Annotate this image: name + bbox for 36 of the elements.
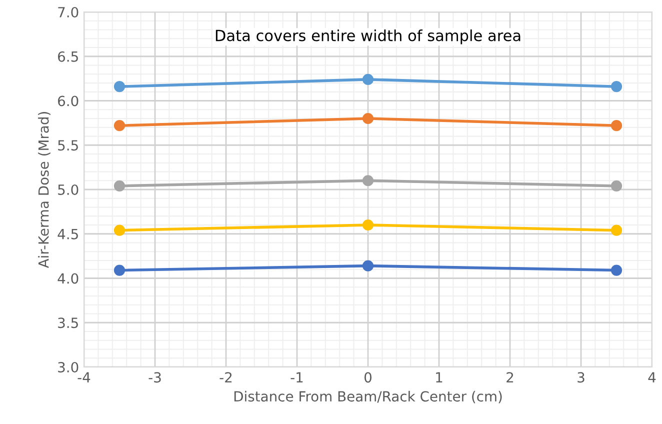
x-axis-title: Distance From Beam/Rack Center (cm) [234, 390, 502, 404]
point [610, 120, 622, 132]
x-tick-label: 2 [506, 372, 514, 382]
y-axis-title: Air-Kerma Dose (Mrad) [38, 112, 50, 268]
x-tick-label: 4 [648, 372, 656, 382]
y-tick-label: 6.0 [58, 96, 78, 106]
x-tick-label: -2 [220, 372, 232, 382]
y-tick-label: 4.5 [58, 229, 78, 240]
x-tick-label: 3 [578, 372, 584, 383]
x-tick-label: -1 [290, 372, 303, 382]
point [362, 175, 374, 186]
point [610, 80, 622, 92]
point [362, 219, 374, 231]
point [362, 74, 374, 86]
x-tick-label: -4 [78, 372, 90, 382]
y-tick-label: 4.0 [58, 273, 78, 284]
x-tick-label: 0 [364, 372, 372, 383]
point [114, 180, 126, 192]
point [610, 180, 622, 192]
y-tick-label: 6.5 [58, 51, 78, 62]
point [114, 80, 126, 92]
point [114, 120, 126, 132]
y-tick-label: 3.5 [58, 318, 78, 328]
x-tick-label: 1 [436, 372, 442, 382]
y-tick-label: 3.0 [58, 362, 78, 372]
point [610, 264, 622, 276]
x-tick-label: -3 [148, 372, 161, 383]
annotation: Data covers entire width of sample area [216, 29, 520, 44]
y-tick-label: 5.5 [58, 140, 78, 151]
y-tick-label: 7.0 [58, 6, 78, 18]
point [114, 264, 126, 276]
point [362, 112, 374, 124]
point [610, 224, 622, 236]
point [362, 260, 374, 272]
y-tick-label: 5.0 [58, 184, 78, 195]
point [114, 224, 126, 236]
